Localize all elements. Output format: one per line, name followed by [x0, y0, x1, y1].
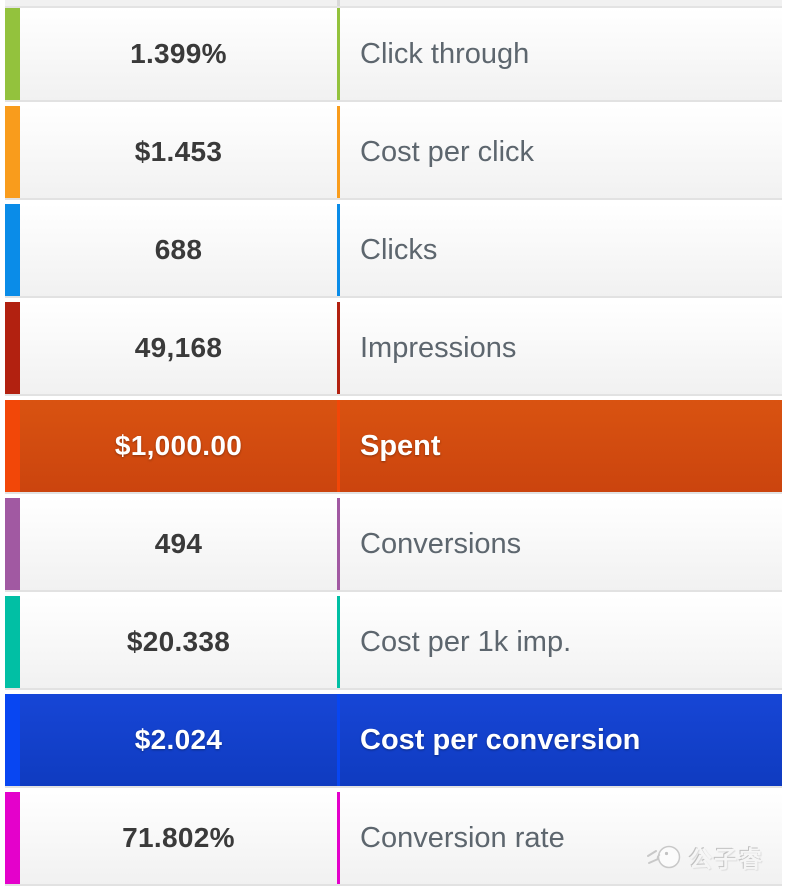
metric-label: Cost per 1k imp. — [360, 625, 572, 658]
metric-label-cell: Conversion rate — [340, 792, 782, 884]
metric-label: Spent — [360, 429, 441, 462]
metric-label-cell: Impressions — [340, 302, 782, 394]
metric-value: 71.802% — [122, 822, 235, 853]
row-divider — [337, 8, 340, 100]
row-accent-bar — [5, 400, 20, 492]
metric-value: $2.024 — [134, 724, 223, 755]
metric-label: Impressions — [360, 331, 517, 364]
metrics-table: 1.399% Click through $1.453 Cost per cli… — [5, 8, 782, 890]
metric-row[interactable]: $20.338 Cost per 1k imp. — [5, 596, 782, 690]
row-accent-bar — [5, 204, 20, 296]
row-divider — [337, 302, 340, 394]
metric-label-cell: Cost per click — [340, 106, 782, 198]
row-accent-bar — [5, 792, 20, 884]
row-divider — [337, 694, 340, 786]
metric-row[interactable]: 688 Clicks — [5, 204, 782, 298]
metric-value: $20.338 — [126, 626, 231, 657]
row-divider — [337, 498, 340, 590]
metric-row[interactable]: 494 Conversions — [5, 498, 782, 592]
row-divider — [337, 792, 340, 884]
metric-label: Clicks — [360, 233, 438, 266]
row-accent-bar — [5, 302, 20, 394]
metric-label: Click through — [360, 37, 530, 70]
metric-row[interactable]: 71.802% Conversion rate — [5, 792, 782, 886]
metric-value-cell: 1.399% — [20, 8, 337, 100]
metric-label-cell: Conversions — [340, 498, 782, 590]
metric-label: Cost per click — [360, 135, 535, 168]
row-accent-bar — [5, 106, 20, 198]
metric-row[interactable]: 1.399% Click through — [5, 8, 782, 102]
metric-value: $1,000.00 — [114, 430, 243, 461]
metric-value-cell: 494 — [20, 498, 337, 590]
metric-row[interactable]: $1,000.00 Spent — [5, 400, 782, 494]
row-accent-bar — [5, 694, 20, 786]
metric-label-cell: Cost per 1k imp. — [340, 596, 782, 688]
row-divider — [337, 204, 340, 296]
metric-label-cell: Click through — [340, 8, 782, 100]
metric-label-cell: Spent — [340, 400, 782, 492]
metric-label-cell: Clicks — [340, 204, 782, 296]
partial-row-top — [5, 0, 782, 8]
metric-value-cell: $1.453 — [20, 106, 337, 198]
metric-value-cell: 71.802% — [20, 792, 337, 884]
partial-row-divider — [337, 0, 340, 6]
metric-row[interactable]: $1.453 Cost per click — [5, 106, 782, 200]
metric-value-cell: $20.338 — [20, 596, 337, 688]
metric-value: 49,168 — [134, 332, 223, 363]
metric-row[interactable]: $2.024 Cost per conversion — [5, 694, 782, 788]
row-divider — [337, 106, 340, 198]
row-accent-bar — [5, 596, 20, 688]
metric-value-cell: $2.024 — [20, 694, 337, 786]
metric-value: $1.453 — [134, 136, 223, 167]
metric-label: Cost per conversion — [360, 723, 641, 756]
row-divider — [337, 400, 340, 492]
metric-row[interactable]: 49,168 Impressions — [5, 302, 782, 396]
metric-label: Conversion rate — [360, 821, 565, 854]
row-accent-bar — [5, 8, 20, 100]
metric-value: 688 — [154, 234, 203, 265]
metric-value-cell: $1,000.00 — [20, 400, 337, 492]
row-divider — [337, 596, 340, 688]
metric-label-cell: Cost per conversion — [340, 694, 782, 786]
metric-value-cell: 688 — [20, 204, 337, 296]
metric-value: 494 — [154, 528, 203, 559]
metric-value: 1.399% — [130, 38, 227, 69]
metric-value-cell: 49,168 — [20, 302, 337, 394]
row-accent-bar — [5, 498, 20, 590]
metric-label: Conversions — [360, 527, 522, 560]
